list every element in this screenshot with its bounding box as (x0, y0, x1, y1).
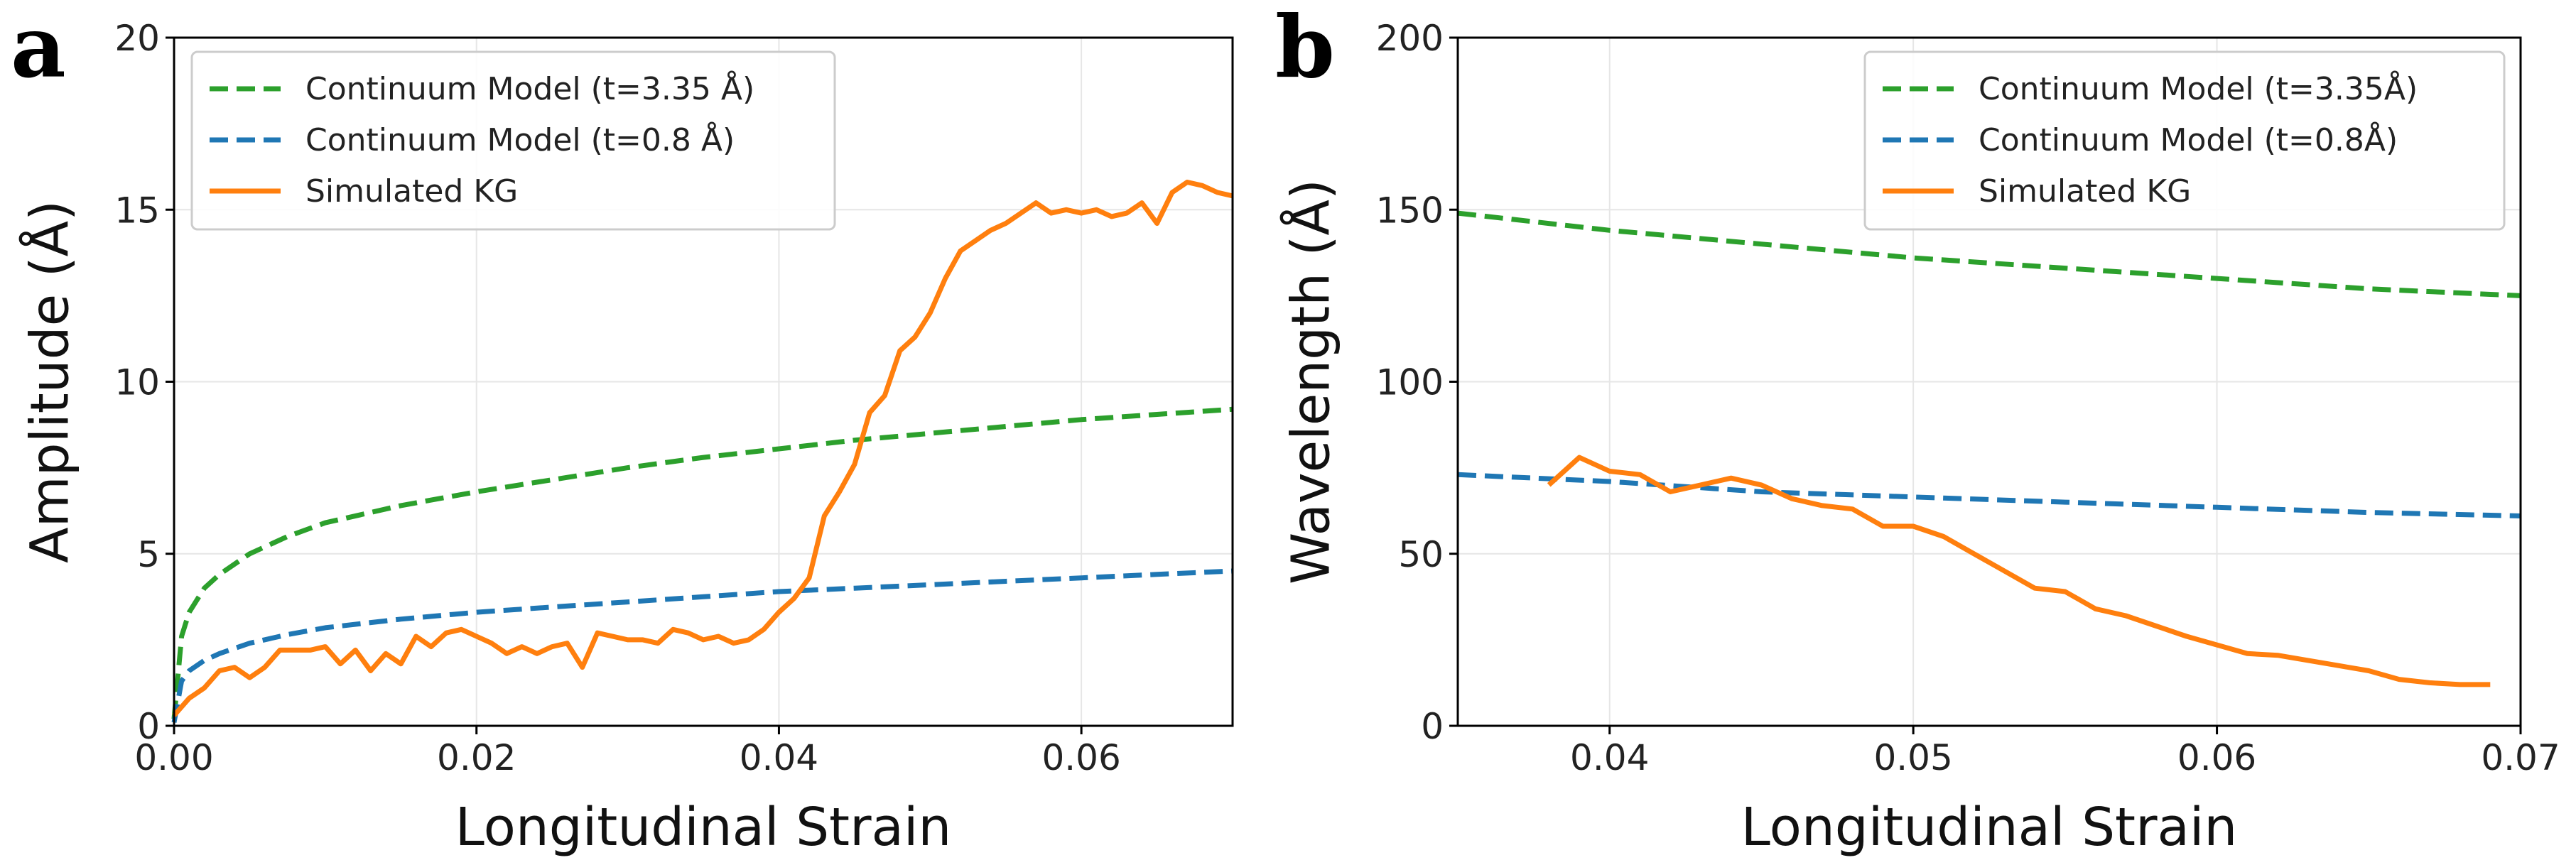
y-tick-label: 0 (137, 706, 160, 747)
series-line-1 (171, 406, 1233, 719)
y-tick-label: 10 (114, 362, 160, 403)
panel-a: 0.00 0.02 0.04 0.06 0 5 10 15 20 Longitudinal Str… (11, 0, 1234, 858)
series-line-1 (1457, 210, 2521, 298)
x-tick-label: 0.07 (2481, 737, 2560, 778)
legend-entry-2: Continuum Model (t=0.8 Å) (305, 121, 735, 158)
x-axis-label: Longitudinal Strain (1741, 797, 2238, 858)
panel-letter: a (11, 0, 66, 97)
legend-entry-2: Continuum Model (t=0.8Å) (1979, 121, 2398, 158)
legend-entry-1: Continuum Model (t=3.35Å) (1979, 70, 2418, 107)
y-tick-label: 150 (1376, 190, 1444, 231)
y-tick-label: 0 (1421, 706, 1444, 747)
y-tick-label: 5 (137, 534, 160, 575)
y-tick-label: 100 (1376, 362, 1444, 403)
series-line-3 (172, 180, 1233, 717)
x-tick-label: 0.04 (740, 737, 818, 778)
legend: Continuum Model (t=3.35 Å) Continuum Mode… (190, 50, 836, 231)
legend-box (1863, 50, 2506, 231)
y-tick-label: 15 (114, 190, 160, 231)
panel-b: 0.04 0.05 0.06 0.07 0 50 100 150 200 Longitudinal… (1275, 0, 2560, 858)
legend-entry-3: Simulated KG (1979, 173, 2191, 210)
series-line-2 (171, 568, 1233, 723)
legend-entry-1: Continuum Model (t=3.35 Å) (305, 70, 754, 107)
panel-letter: b (1275, 0, 1335, 97)
y-axis-label: Wavelength (Å) (1279, 179, 1342, 584)
y-tick-label: 200 (1376, 18, 1444, 59)
legend-entry-3: Simulated KG (305, 173, 518, 210)
x-tick-label: 0.00 (134, 737, 213, 778)
series-line-2 (1457, 472, 2521, 518)
x-tick-label: 0.06 (1041, 737, 1120, 778)
legend: Continuum Model (t=3.35Å) Continuum Model… (1863, 50, 2506, 231)
x-tick-label: 0.04 (1570, 737, 1649, 778)
x-axis-label: Longitudinal Strain (455, 797, 952, 858)
series-line-3 (1547, 455, 2491, 687)
x-tick-label: 0.02 (437, 737, 516, 778)
y-tick-label: 50 (1398, 534, 1444, 575)
y-axis-label: Amplitude (Å) (18, 200, 81, 563)
x-tick-label: 0.05 (1873, 737, 1952, 778)
x-tick-label: 0.06 (2177, 737, 2256, 778)
legend-box (190, 50, 836, 231)
y-tick-label: 20 (114, 18, 160, 59)
